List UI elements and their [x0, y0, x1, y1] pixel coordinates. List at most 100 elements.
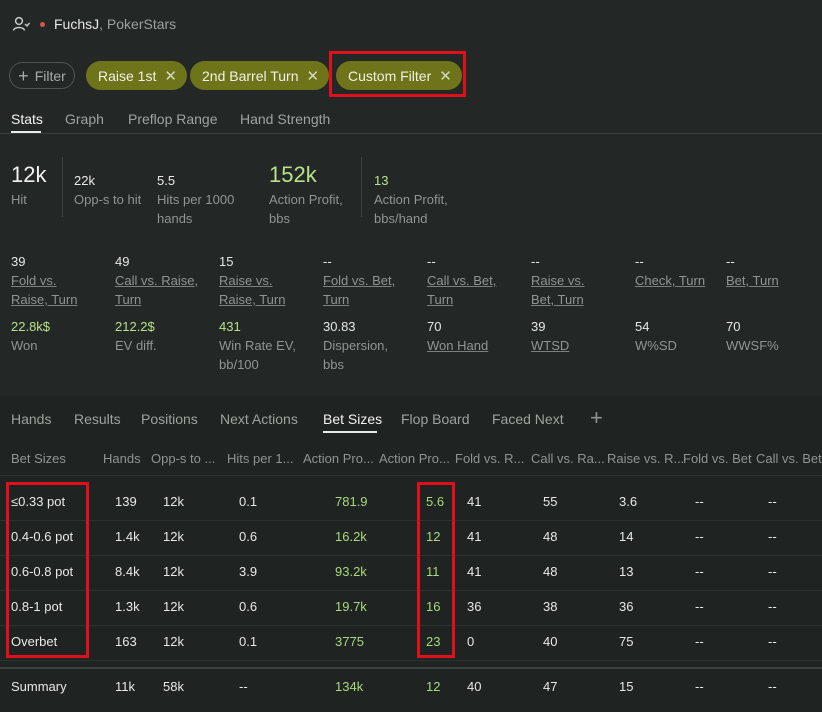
plus-icon[interactable]: + [590, 405, 603, 430]
stat-link-check-turn[interactable]: Check, Turn [635, 273, 706, 288]
stat-value: 15 [219, 254, 234, 269]
column-header[interactable]: Bet Sizes [11, 451, 66, 466]
table-cell: 48 [543, 564, 558, 579]
table-cell: -- [695, 494, 704, 509]
divider [361, 157, 362, 217]
table-cell: 1.3k [115, 599, 140, 614]
subtab-hands[interactable]: Hands [11, 411, 52, 427]
filter-chip-custom-filter[interactable]: Custom Filter ✕ [336, 61, 462, 90]
hits-per-1000-value: 5.5 [157, 173, 176, 188]
stat-link-call-vs-raise-turn[interactable]: Call vs. Raise, Turn [115, 273, 199, 307]
action-profit-bbs-value: 152k [269, 162, 317, 187]
table-cell: 0.1 [239, 634, 258, 649]
column-header[interactable]: Hands [103, 451, 141, 466]
summary-cell: 40 [467, 679, 482, 694]
stat-link-fold-vs-raise-turn[interactable]: Fold vs. Raise, Turn [11, 273, 78, 307]
column-header[interactable]: Fold vs. Bet [683, 451, 752, 466]
opps-to-hit-value: 22k [74, 173, 95, 188]
divider [62, 157, 63, 217]
add-filter-label: Filter [34, 67, 66, 84]
stat-link-fold-vs-bet-turn[interactable]: Fold vs. Bet, Turn [323, 273, 396, 307]
subtab-flop-board[interactable]: Flop Board [401, 411, 470, 427]
stat-label-w-sd: W%SD [635, 338, 677, 353]
filter-chip-2nd-barrel-turn[interactable]: 2nd Barrel Turn ✕ [190, 61, 330, 90]
tab-hand-strength[interactable]: Hand Strength [240, 111, 331, 127]
column-header[interactable]: Action Pro... [303, 451, 374, 466]
table-cell: 3.6 [619, 494, 638, 509]
tab-graph[interactable]: Graph [65, 111, 104, 127]
summary-divider [0, 667, 822, 669]
subtab-positions[interactable]: Positions [141, 411, 198, 427]
table-cell: 12 [426, 529, 441, 544]
column-header[interactable]: Call vs. Bet [756, 451, 822, 466]
tab-stats[interactable]: Stats [11, 111, 43, 127]
stat-value: 70 [726, 319, 741, 334]
table-cell: 16 [426, 599, 441, 614]
filter-chip-raise-1st[interactable]: Raise 1st ✕ [86, 61, 187, 90]
stat-link-wtsd[interactable]: WTSD [531, 338, 570, 353]
add-filter-button[interactable]: + Filter [9, 62, 75, 89]
summary-cell: 12 [426, 679, 441, 694]
stat-link-bet-turn[interactable]: Bet, Turn [726, 273, 779, 288]
table-cell: 23 [426, 634, 441, 649]
table-cell: -- [695, 564, 704, 579]
stat-value: -- [323, 254, 332, 269]
row-divider [0, 520, 822, 521]
row-label: ≤0.33 pot [11, 494, 66, 509]
table-cell: 93.2k [335, 564, 367, 579]
chip-label: Custom Filter [348, 67, 432, 84]
table-cell: 19.7k [335, 599, 367, 614]
stat-value: 30.83 [323, 319, 356, 334]
table-cell: -- [695, 634, 704, 649]
breakdown-panel [0, 396, 822, 712]
stat-label-win-rate-ev: Win Rate EV, bb/100 [219, 338, 296, 372]
stat-value: 22.8k$ [11, 319, 51, 334]
table-cell: -- [768, 634, 777, 649]
table-cell: 1.4k [115, 529, 140, 544]
subtab-results[interactable]: Results [74, 411, 121, 427]
action-profit-bbs-label: Action Profit, bbs [269, 192, 343, 226]
table-cell: 12k [163, 564, 184, 579]
tabs-divider [0, 133, 822, 134]
subtab-next-actions[interactable]: Next Actions [220, 411, 298, 427]
stat-label-wwsf: WWSF% [726, 338, 779, 353]
stat-link-raise-vs-raise-turn[interactable]: Raise vs. Raise, Turn [219, 273, 286, 307]
close-icon[interactable]: ✕ [306, 67, 320, 85]
row-divider [0, 660, 822, 661]
stat-link-call-vs-bet-turn[interactable]: Call vs. Bet, Turn [427, 273, 497, 307]
table-cell: 12k [163, 529, 184, 544]
table-cell: 36 [619, 599, 634, 614]
column-header[interactable]: Fold vs. R... [455, 451, 525, 466]
table-cell: 38 [543, 599, 558, 614]
subtab-faced-next[interactable]: Faced Next [492, 411, 564, 427]
stat-link-raise-vs-bet-turn[interactable]: Raise vs. Bet, Turn [531, 273, 585, 307]
table-cell: 3775 [335, 634, 364, 649]
opps-to-hit-label: Opp-s to hit [74, 192, 142, 207]
column-header[interactable]: Hits per 1... [227, 451, 294, 466]
hit-label: Hit [11, 192, 27, 207]
table-cell: 8.4k [115, 564, 140, 579]
stat-label-dispersion: Dispersion, bbs [323, 338, 389, 372]
table-cell: 12k [163, 494, 184, 509]
hit-value: 12k [11, 162, 47, 187]
chip-label: 2nd Barrel Turn [202, 67, 299, 84]
column-header[interactable]: Raise vs. R... [607, 451, 685, 466]
account-header[interactable]: FuchsJ , PokerStars [12, 14, 176, 34]
column-header[interactable]: Opp-s to ... [151, 451, 216, 466]
stat-link-won-hand[interactable]: Won Hand [427, 338, 489, 353]
stat-value: 431 [219, 319, 241, 334]
tab-preflop-range[interactable]: Preflop Range [128, 111, 218, 127]
table-cell: 36 [467, 599, 482, 614]
active-tab-underline [11, 131, 41, 133]
subtab-bet-sizes[interactable]: Bet Sizes [323, 411, 383, 427]
close-icon[interactable]: ✕ [439, 67, 452, 85]
column-header[interactable]: Call vs. Ra... [531, 451, 605, 466]
row-divider [0, 625, 822, 626]
close-icon[interactable]: ✕ [164, 67, 177, 85]
summary-cell: 58k [163, 679, 184, 694]
row-divider [0, 555, 822, 556]
table-cell: -- [768, 494, 777, 509]
table-cell: 781.9 [335, 494, 368, 509]
column-header[interactable]: Action Pro... [379, 451, 450, 466]
site-name: , PokerStars [99, 16, 177, 32]
